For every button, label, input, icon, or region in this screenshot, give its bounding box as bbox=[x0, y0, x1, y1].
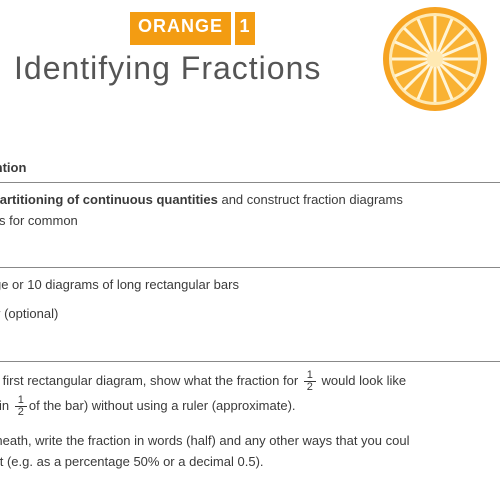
heading-materials: ls: bbox=[0, 245, 500, 269]
frac-den: 2 bbox=[304, 382, 316, 393]
level-banner: ORANGE 1 bbox=[130, 12, 255, 45]
page-title: Identifying Fractions bbox=[14, 50, 321, 87]
step1-text-b: would look like bbox=[322, 373, 407, 388]
banner-word: ORANGE bbox=[130, 12, 231, 45]
step1c-text-b: of the bar) without using a ruler (appro… bbox=[29, 398, 296, 413]
intention-line2: ntations for common bbox=[0, 212, 500, 231]
banner-level: 1 bbox=[235, 12, 255, 45]
instruction-step-2b: amount (e.g. as a percentage 50% or a de… bbox=[0, 453, 500, 472]
fraction-half-icon-2: 1 2 bbox=[15, 395, 27, 418]
intention-line1: duce partitioning of continuous quantiti… bbox=[0, 191, 500, 210]
heading-intention: g Intention bbox=[0, 159, 500, 183]
step1-text-a: On the first rectangular diagram, show w… bbox=[0, 373, 302, 388]
step1c-text-a: shade in bbox=[0, 398, 13, 413]
fraction-half-icon: 1 2 bbox=[304, 370, 316, 393]
instruction-step-1b: shade in 1 2 of the bar) without using a… bbox=[0, 395, 500, 418]
content-area: g Intention duce partitioning of continu… bbox=[0, 145, 500, 474]
orange-slice-icon bbox=[380, 4, 490, 119]
heading-instructions: ions bbox=[0, 338, 500, 362]
materials-item-1: ng Page or 10 diagrams of long rectangul… bbox=[0, 276, 500, 295]
intention-text-b: and construct fraction diagrams bbox=[218, 192, 403, 207]
instruction-step-2a: Underneath, write the fraction in words … bbox=[0, 432, 500, 451]
instruction-step-1: On the first rectangular diagram, show w… bbox=[0, 370, 500, 393]
intention-bold: partitioning of continuous quantities bbox=[0, 192, 218, 207]
frac-den-2: 2 bbox=[15, 407, 27, 418]
materials-item-2: f paper (optional) bbox=[0, 305, 500, 324]
